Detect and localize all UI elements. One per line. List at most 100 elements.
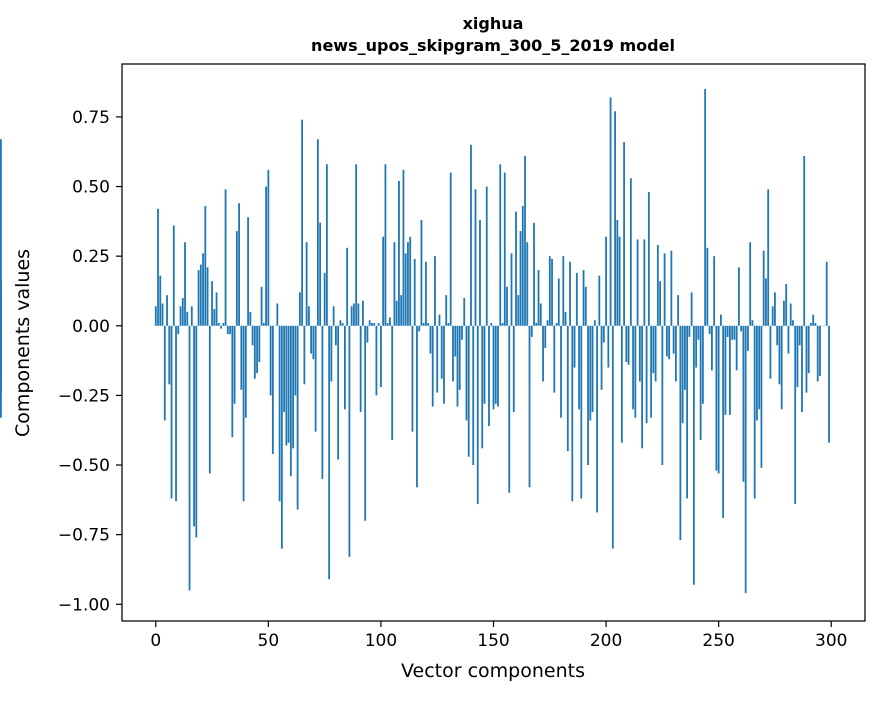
bar (294, 326, 296, 396)
bar (655, 326, 657, 382)
bar (337, 326, 339, 460)
bar (736, 326, 738, 371)
bar (511, 253, 513, 325)
bar (292, 326, 294, 449)
bar (272, 326, 274, 454)
bar (720, 315, 722, 326)
bar (252, 326, 254, 346)
bar (695, 326, 697, 368)
bar (461, 326, 463, 340)
bar (162, 304, 164, 326)
x-axis-label: Vector components (401, 660, 585, 682)
bar (506, 287, 508, 326)
bar (749, 242, 751, 326)
bar (367, 326, 369, 343)
bar (693, 326, 695, 585)
bar (380, 326, 382, 387)
bar (198, 270, 200, 326)
bar (227, 326, 229, 334)
bar (166, 295, 168, 326)
bar (297, 326, 299, 510)
bar (625, 326, 627, 362)
bar (155, 306, 157, 326)
bar (767, 189, 769, 325)
bar (168, 326, 170, 384)
bar (285, 326, 287, 446)
x-tick-label: 150 (477, 631, 509, 651)
bar (612, 326, 614, 549)
x-tick-label: 0 (150, 631, 161, 651)
bar (209, 326, 211, 474)
bar (371, 323, 373, 326)
bar (396, 301, 398, 326)
bar (330, 326, 332, 382)
bar (315, 326, 317, 432)
bar (607, 326, 609, 368)
bar (526, 242, 528, 326)
bar (202, 253, 204, 325)
bar (211, 281, 213, 326)
bar (265, 187, 267, 326)
bar (432, 326, 434, 407)
bar (801, 326, 803, 412)
bar (475, 189, 477, 325)
bar (770, 326, 772, 379)
bar (416, 326, 418, 488)
bar (686, 326, 688, 499)
bar (344, 326, 346, 410)
bar (601, 326, 603, 390)
bar (515, 212, 517, 326)
bar (630, 178, 632, 326)
bar (193, 326, 195, 527)
bar (421, 220, 423, 326)
bar (488, 326, 490, 426)
y-tick-label: −0.25 (58, 386, 110, 406)
bar (808, 326, 810, 373)
bar (718, 326, 720, 474)
bar (756, 326, 758, 421)
bar (810, 323, 812, 326)
bar (587, 326, 589, 465)
bar (479, 220, 481, 326)
bar (403, 170, 405, 326)
bar (0, 326, 2, 418)
bar (472, 326, 474, 465)
bar (385, 164, 387, 326)
bar (711, 326, 713, 371)
bar (815, 323, 817, 326)
bar (171, 326, 173, 499)
bar (234, 326, 236, 404)
bar (378, 323, 380, 326)
bar (159, 276, 161, 326)
bar (700, 326, 702, 440)
bar (571, 326, 573, 501)
bar (450, 173, 452, 326)
bar (448, 323, 450, 326)
bar (270, 326, 272, 396)
bar (335, 326, 337, 346)
bar (704, 89, 706, 326)
bar (650, 326, 652, 418)
bar (553, 326, 555, 393)
bar (394, 242, 396, 326)
bar (486, 187, 488, 326)
bar (558, 278, 560, 325)
bar (688, 326, 690, 337)
bar (261, 287, 263, 326)
bar (427, 323, 429, 326)
bar (828, 326, 830, 443)
bar (216, 292, 218, 325)
bar (594, 320, 596, 326)
bar (774, 292, 776, 325)
bar (812, 315, 814, 326)
bar (321, 326, 323, 479)
bar (745, 326, 747, 593)
bar (249, 312, 251, 326)
bar (646, 326, 648, 423)
bar (747, 326, 749, 351)
bar (670, 251, 672, 326)
bar (634, 326, 636, 418)
bar (589, 326, 591, 421)
bar (312, 326, 314, 359)
bar (576, 273, 578, 326)
